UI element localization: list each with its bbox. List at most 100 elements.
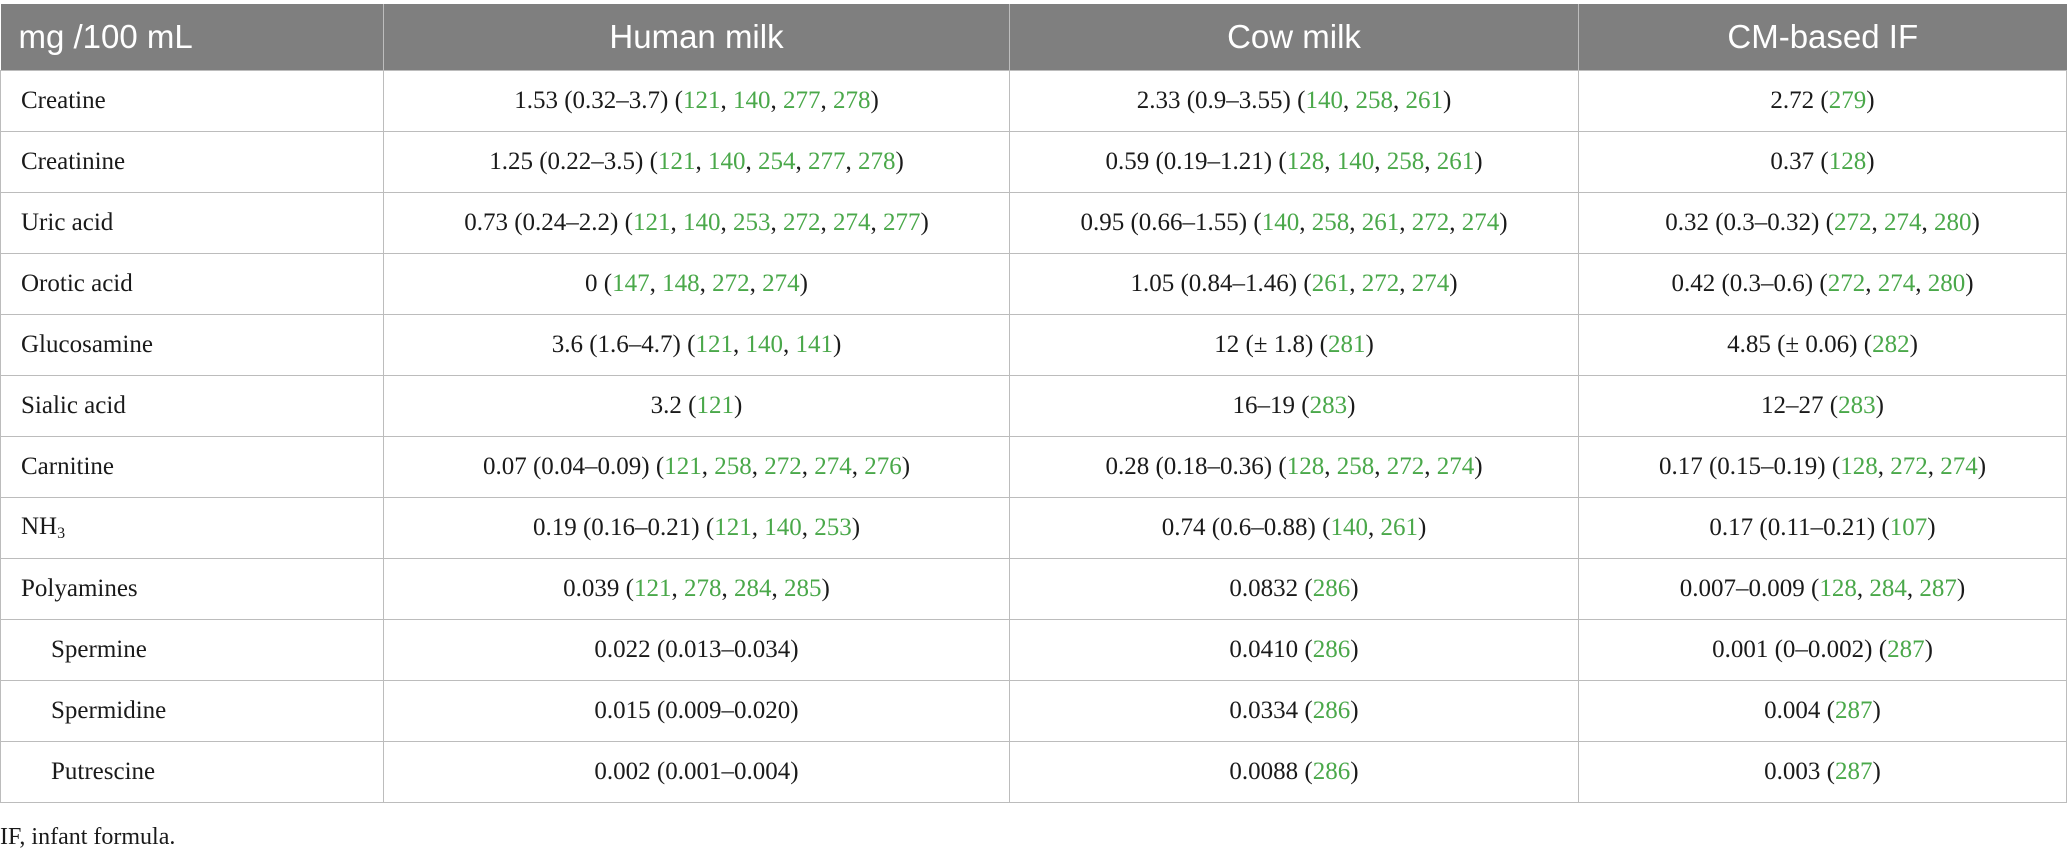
reference-link[interactable]: 286 bbox=[1312, 636, 1351, 663]
reference-link[interactable]: 121 bbox=[632, 209, 671, 236]
reference-link[interactable]: 286 bbox=[1312, 575, 1351, 602]
reference-link[interactable]: 121 bbox=[682, 87, 721, 114]
reference-link[interactable]: 284 bbox=[1869, 575, 1907, 602]
cell-cow-milk: 0.28 (0.18–0.36) (128, 258, 272, 274) bbox=[1009, 436, 1579, 498]
reference-link[interactable]: 274 bbox=[814, 453, 852, 480]
reference-link[interactable]: 272 bbox=[1833, 209, 1872, 236]
cell-value: 12–27 bbox=[1761, 392, 1824, 419]
reference-link[interactable]: 283 bbox=[1838, 392, 1876, 419]
cell-value: 0.0410 bbox=[1229, 636, 1299, 663]
reference-link[interactable]: 258 bbox=[1355, 87, 1393, 114]
reference-link[interactable]: 258 bbox=[1386, 148, 1425, 175]
reference-link[interactable]: 253 bbox=[814, 514, 852, 541]
reference-link[interactable]: 277 bbox=[807, 148, 846, 175]
reference-link[interactable]: 278 bbox=[684, 575, 722, 602]
reference-link[interactable]: 121 bbox=[657, 148, 696, 175]
reference-link[interactable]: 272 bbox=[782, 209, 821, 236]
reference-link[interactable]: 287 bbox=[1835, 758, 1873, 785]
cell-cow-milk: 0.0410 (286) bbox=[1009, 619, 1579, 681]
reference-link[interactable]: 261 bbox=[1311, 270, 1350, 297]
cell-value: 3.2 bbox=[650, 392, 682, 419]
reference-link[interactable]: 140 bbox=[764, 514, 802, 541]
row-label-text: Creatinine bbox=[21, 148, 126, 175]
reference-link[interactable]: 274 bbox=[1411, 270, 1450, 297]
reference-link[interactable]: 128 bbox=[1286, 148, 1325, 175]
reference-link[interactable]: 148 bbox=[662, 270, 700, 297]
cell-human-milk: 1.53 (0.32–3.7) (121, 140, 277, 278) bbox=[383, 70, 1010, 132]
reference-link[interactable]: 128 bbox=[1828, 148, 1867, 175]
row-label: NH3 bbox=[0, 497, 384, 559]
reference-link[interactable]: 280 bbox=[1927, 270, 1966, 297]
reference-link[interactable]: 140 bbox=[1261, 209, 1300, 236]
reference-link[interactable]: 282 bbox=[1872, 331, 1910, 358]
reference-link[interactable]: 284 bbox=[734, 575, 772, 602]
reference-link[interactable]: 253 bbox=[732, 209, 771, 236]
cell-value: 1.25 (0.22–3.5) bbox=[489, 148, 644, 175]
reference-link[interactable]: 283 bbox=[1309, 392, 1348, 419]
reference-link[interactable]: 272 bbox=[1411, 209, 1450, 236]
cell-cm-based-if: 12–27 (283) bbox=[1578, 375, 2067, 437]
reference-link[interactable]: 128 bbox=[1286, 453, 1325, 480]
reference-link[interactable]: 140 bbox=[1330, 514, 1368, 541]
reference-link[interactable]: 286 bbox=[1312, 697, 1351, 724]
reference-link[interactable]: 272 bbox=[712, 270, 750, 297]
reference-link[interactable]: 261 bbox=[1361, 209, 1400, 236]
table-row: NH3 0.19 (0.16–0.21) (121, 140, 253) 0.74 … bbox=[0, 497, 2067, 559]
reference-link[interactable]: 261 bbox=[1436, 148, 1475, 175]
reference-link[interactable]: 274 bbox=[1877, 270, 1916, 297]
reference-link[interactable]: 278 bbox=[832, 87, 871, 114]
table-header: mg /100 mL Human milk Cow milk CM-based … bbox=[0, 4, 2067, 71]
reference-link[interactable]: 140 bbox=[707, 148, 746, 175]
reference-link[interactable]: 121 bbox=[664, 453, 702, 480]
reference-link[interactable]: 147 bbox=[612, 270, 650, 297]
reference-link[interactable]: 277 bbox=[882, 209, 921, 236]
reference-link[interactable]: 121 bbox=[634, 575, 672, 602]
reference-link[interactable]: 121 bbox=[714, 514, 752, 541]
reference-link[interactable]: 140 bbox=[745, 331, 783, 358]
reference-link[interactable]: 141 bbox=[795, 331, 833, 358]
reference-link[interactable]: 287 bbox=[1919, 575, 1957, 602]
row-label: Glucosamine bbox=[0, 314, 384, 376]
reference-link[interactable]: 272 bbox=[764, 453, 802, 480]
reference-link[interactable]: 121 bbox=[695, 331, 733, 358]
reference-link[interactable]: 279 bbox=[1828, 87, 1867, 114]
reference-link[interactable]: 287 bbox=[1887, 636, 1925, 663]
reference-link[interactable]: 261 bbox=[1380, 514, 1418, 541]
reference-link[interactable]: 128 bbox=[1819, 575, 1857, 602]
reference-link[interactable]: 277 bbox=[782, 87, 821, 114]
reference-link[interactable]: 272 bbox=[1361, 270, 1400, 297]
reference-link[interactable]: 107 bbox=[1889, 514, 1928, 541]
cell-human-milk: 0.002 (0.001–0.004) bbox=[383, 741, 1010, 803]
reference-link[interactable]: 121 bbox=[696, 392, 735, 419]
reference-link[interactable]: 274 bbox=[1436, 453, 1475, 480]
reference-link[interactable]: 258 bbox=[714, 453, 752, 480]
reference-link[interactable]: 274 bbox=[1461, 209, 1500, 236]
header-cell-cow-milk: Cow milk bbox=[1009, 4, 1579, 71]
reference-link[interactable]: 276 bbox=[864, 453, 902, 480]
reference-link[interactable]: 274 bbox=[1883, 209, 1922, 236]
reference-link[interactable]: 287 bbox=[1835, 697, 1873, 724]
reference-link[interactable]: 272 bbox=[1827, 270, 1866, 297]
reference-link[interactable]: 280 bbox=[1933, 209, 1972, 236]
reference-link[interactable]: 140 bbox=[1336, 148, 1375, 175]
reference-link[interactable]: 286 bbox=[1312, 758, 1351, 785]
reference-link[interactable]: 272 bbox=[1386, 453, 1425, 480]
reference-link[interactable]: 272 bbox=[1890, 453, 1928, 480]
reference-link[interactable]: 274 bbox=[762, 270, 800, 297]
reference-link[interactable]: 281 bbox=[1327, 331, 1366, 358]
cell-value: 0.19 (0.16–0.21) bbox=[532, 514, 700, 541]
reference-link[interactable]: 128 bbox=[1840, 453, 1878, 480]
reference-link[interactable]: 140 bbox=[1305, 87, 1343, 114]
reference-link[interactable]: 278 bbox=[857, 148, 896, 175]
reference-link[interactable]: 140 bbox=[732, 87, 771, 114]
reference-link[interactable]: 254 bbox=[757, 148, 796, 175]
reference-link[interactable]: 285 bbox=[784, 575, 822, 602]
reference-link[interactable]: 258 bbox=[1336, 453, 1375, 480]
reference-link[interactable]: 274 bbox=[832, 209, 871, 236]
reference-link[interactable]: 140 bbox=[682, 209, 721, 236]
reference-link[interactable]: 274 bbox=[1940, 453, 1978, 480]
reference-link[interactable]: 258 bbox=[1311, 209, 1350, 236]
cell-value: 0.007–0.009 bbox=[1679, 575, 1805, 602]
reference-link[interactable]: 261 bbox=[1405, 87, 1443, 114]
row-label: Polyamines bbox=[0, 558, 384, 620]
